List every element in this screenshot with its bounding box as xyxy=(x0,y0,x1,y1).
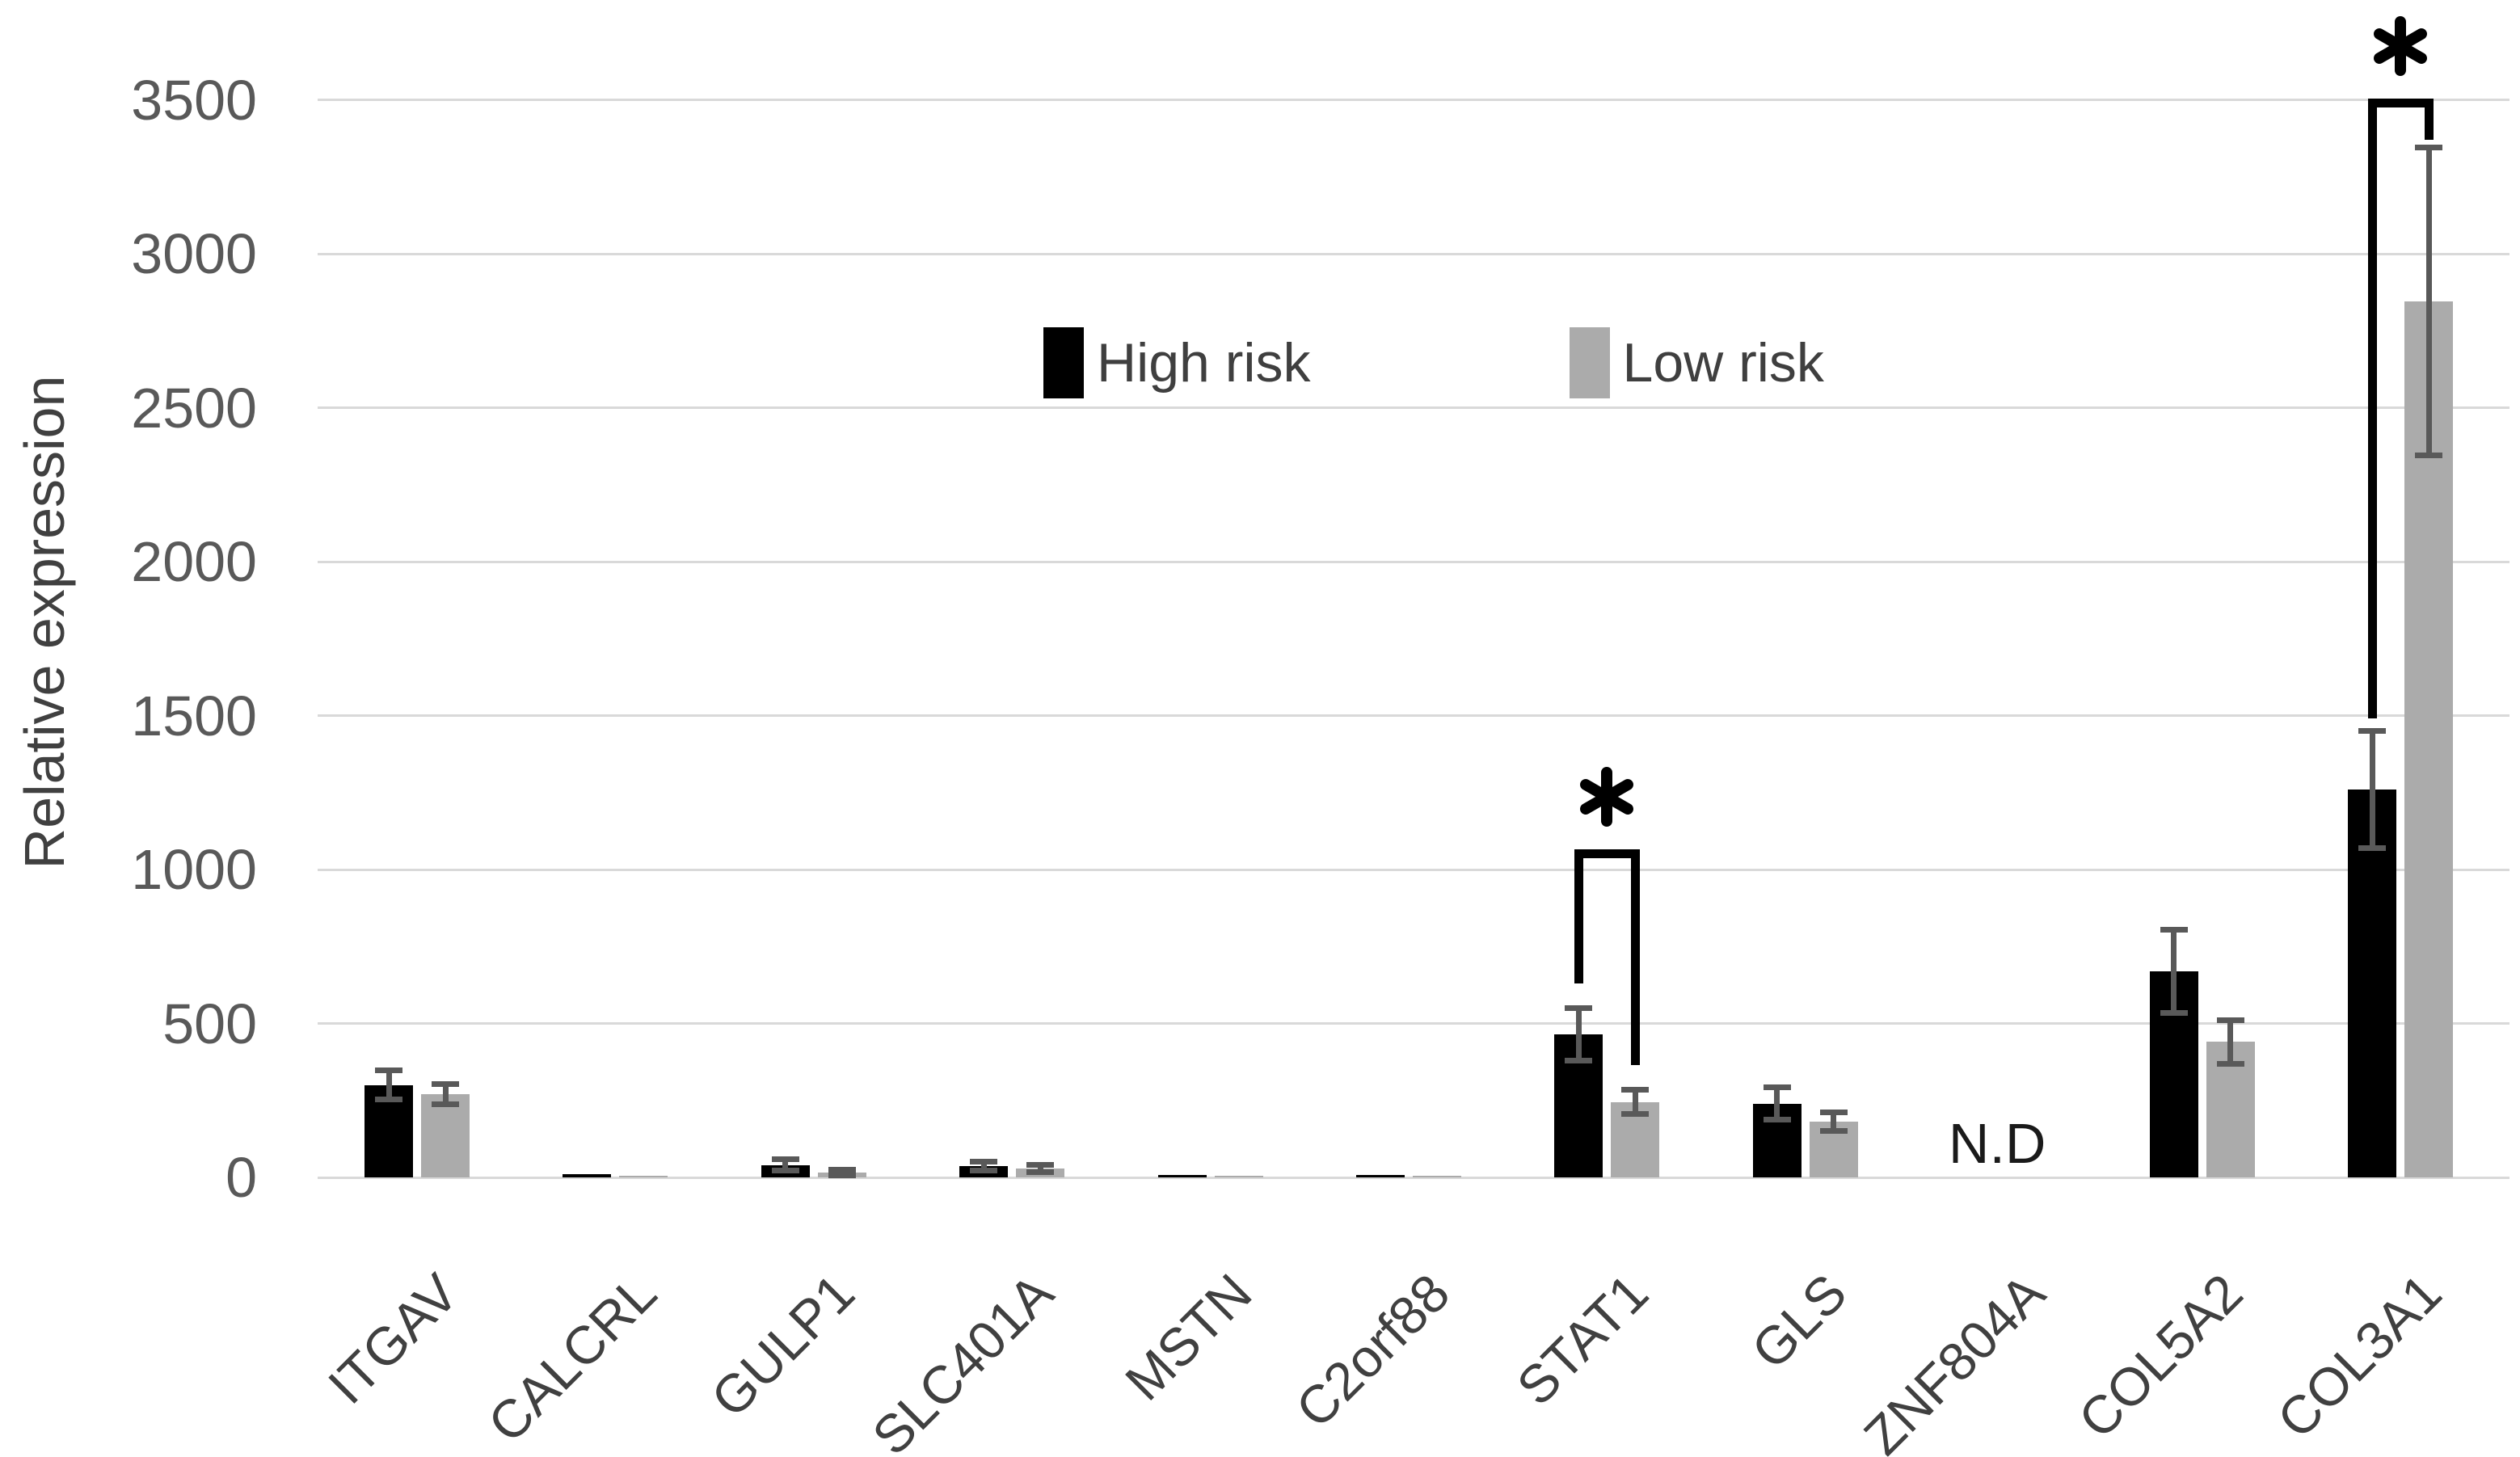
error-bar-cap xyxy=(771,1156,799,1163)
x-label-ITGAV: ITGAV xyxy=(316,1262,470,1416)
legend-item-high-risk: High risk xyxy=(1043,327,1311,398)
error-bar-cap xyxy=(2160,926,2188,933)
significance-bracket xyxy=(1630,849,1640,1065)
x-label-STAT1: STAT1 xyxy=(1505,1262,1659,1417)
error-bar-cap xyxy=(2415,145,2442,151)
error-bar-cap xyxy=(432,1081,459,1088)
y-tick-label: 2000 xyxy=(131,530,257,593)
error-bar xyxy=(782,1159,789,1171)
legend-swatch-high-risk xyxy=(1043,327,1084,398)
significance-star xyxy=(2364,10,2437,82)
significance-bracket xyxy=(2424,98,2434,141)
error-bar-cap xyxy=(1763,1084,1791,1091)
error-bar xyxy=(980,1161,987,1171)
significance-bracket xyxy=(2367,98,2377,719)
error-bar xyxy=(1575,1008,1582,1061)
y-tick-label: 1000 xyxy=(131,838,257,901)
significance-star xyxy=(1570,760,1643,833)
significance-bracket xyxy=(2367,98,2434,107)
y-tick-label: 500 xyxy=(162,992,257,1055)
error-bar-cap xyxy=(1026,1161,1055,1168)
nd-label: N.D xyxy=(1948,1112,2046,1175)
y-tick-label: 1500 xyxy=(131,684,257,747)
error-bar-cap xyxy=(970,1168,998,1174)
error-bar xyxy=(1774,1087,1780,1120)
gridline xyxy=(318,252,2509,255)
error-bar-cap xyxy=(2358,844,2386,851)
gridline xyxy=(318,868,2509,871)
x-label-SLC401A: SLC401A xyxy=(860,1262,1064,1457)
error-bar xyxy=(2227,1020,2234,1064)
error-bar-cap xyxy=(2216,1017,2244,1024)
error-bar-cap xyxy=(2160,1009,2188,1016)
error-bar xyxy=(2425,147,2432,456)
y-tick-label: 3000 xyxy=(131,222,257,285)
legend-label-low-risk: Low risk xyxy=(1622,332,1824,394)
x-label-ZNF804A: ZNF804A xyxy=(1852,1262,2056,1457)
error-bar xyxy=(1831,1112,1837,1131)
error-bar-cap xyxy=(1565,1004,1593,1011)
gridline xyxy=(318,99,2509,101)
x-label-COL5A2: COL5A2 xyxy=(2067,1262,2255,1450)
bar-low-risk-ITGAV xyxy=(421,1094,470,1177)
bar-low-risk-C2orf88 xyxy=(1413,1176,1461,1177)
x-label-CALCRL: CALCRL xyxy=(476,1262,668,1454)
bar-high-risk-C2orf88 xyxy=(1356,1174,1405,1177)
y-tick-label: 0 xyxy=(225,1146,257,1209)
legend-item-low-risk: Low risk xyxy=(1569,327,1824,398)
bar-high-risk-COL3A1 xyxy=(2348,789,2396,1177)
error-bar-cap xyxy=(1621,1111,1650,1118)
error-bar-cap xyxy=(828,1172,856,1178)
error-bar xyxy=(2369,731,2375,849)
x-label-GULP1: GULP1 xyxy=(699,1262,866,1429)
error-bar-cap xyxy=(1819,1110,1848,1116)
error-bar xyxy=(2171,929,2177,1013)
y-tick-label: 2500 xyxy=(131,376,257,440)
x-label-MSTN: MSTN xyxy=(1113,1262,1263,1412)
bar-low-risk-MSTN xyxy=(1214,1176,1263,1177)
x-label-GLS: GLS xyxy=(1739,1262,1858,1380)
error-bar-cap xyxy=(828,1166,856,1173)
error-bar-cap xyxy=(1621,1086,1650,1093)
error-bar-cap xyxy=(2358,728,2386,735)
x-label-C2orf88: C2orf88 xyxy=(1284,1262,1461,1439)
error-bar-cap xyxy=(771,1168,799,1174)
error-bar-cap xyxy=(1026,1169,1055,1176)
x-label-COL3A1: COL3A1 xyxy=(2265,1262,2453,1450)
bar-low-risk-CALCRL xyxy=(619,1176,668,1177)
bar-high-risk-CALCRL xyxy=(563,1174,612,1177)
gridline xyxy=(318,1022,2509,1025)
error-bar xyxy=(442,1084,449,1105)
error-bar-cap xyxy=(2415,453,2442,459)
gridline xyxy=(318,714,2509,717)
error-bar-cap xyxy=(1565,1057,1593,1063)
error-bar-cap xyxy=(2216,1060,2244,1067)
y-tick-label: 3500 xyxy=(131,68,257,132)
error-bar xyxy=(1037,1164,1043,1173)
error-bar-cap xyxy=(970,1159,998,1165)
error-bar xyxy=(1632,1089,1638,1114)
gridline xyxy=(318,406,2509,409)
significance-bracket xyxy=(1574,849,1583,983)
legend-swatch-low-risk xyxy=(1569,327,1610,398)
legend-label-high-risk: High risk xyxy=(1097,332,1311,394)
error-bar xyxy=(386,1070,392,1100)
gridline xyxy=(318,1176,2509,1179)
significance-bracket xyxy=(1574,849,1640,859)
legend: High risk Low risk xyxy=(1043,327,1824,398)
error-bar-cap xyxy=(375,1067,402,1074)
error-bar-cap xyxy=(375,1097,402,1103)
bar-high-risk-MSTN xyxy=(1157,1174,1207,1177)
error-bar-cap xyxy=(1819,1128,1848,1135)
gridline xyxy=(318,560,2509,563)
error-bar-cap xyxy=(1763,1116,1791,1122)
error-bar-cap xyxy=(432,1101,459,1108)
